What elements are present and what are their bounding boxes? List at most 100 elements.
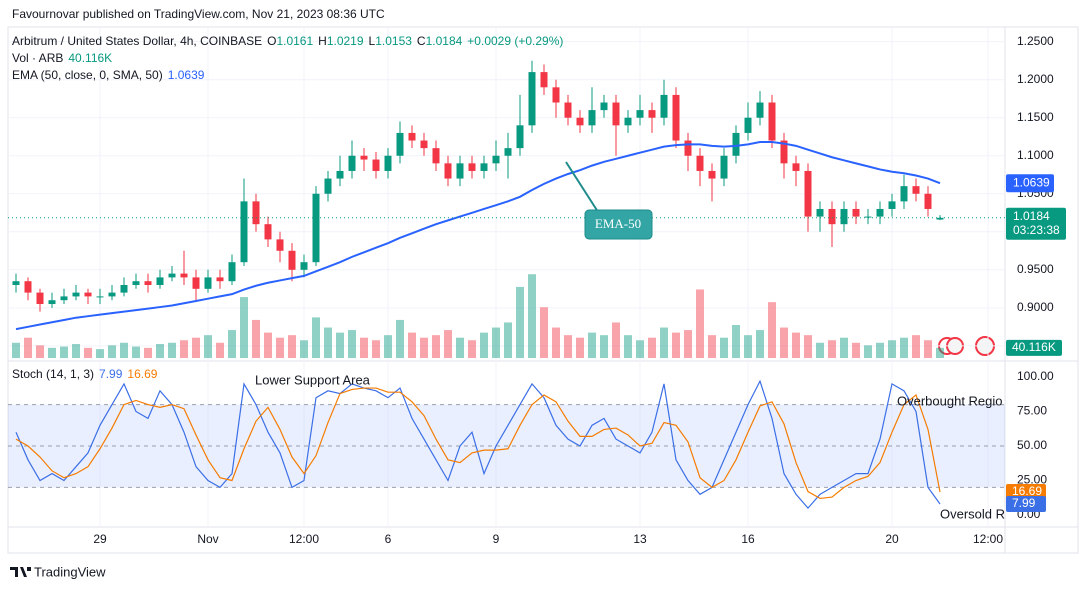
candle-body (384, 155, 392, 171)
ohlc-label: C (416, 34, 426, 48)
candle-body (540, 72, 548, 88)
volume-bar (492, 327, 500, 358)
volume-bar (468, 340, 476, 358)
stoch-line (15, 379, 941, 510)
volume-bar (876, 342, 884, 358)
ohlc-value: 1.0184 (425, 34, 463, 48)
candle-body (516, 125, 524, 149)
candle-body (372, 159, 380, 171)
y-tick-label: 0.9500 (1017, 262, 1054, 276)
volume-bar (924, 340, 932, 358)
symbol-title: Arbitrum / United States Dollar, 4h, COI… (12, 34, 263, 48)
volume-tag (1006, 339, 1062, 356)
volume-bar (276, 337, 284, 358)
volume-bar (480, 332, 488, 358)
price-tag (1006, 207, 1066, 240)
candle-body (348, 155, 356, 171)
candle-body (432, 148, 440, 164)
annotation: Overbought Regio (897, 393, 1003, 408)
candle-body (120, 285, 128, 293)
volume-bar (168, 342, 176, 358)
volume-bar (840, 337, 848, 358)
volume-bar (504, 322, 512, 358)
volume-bar (804, 335, 812, 358)
candle-body (180, 273, 188, 278)
ema-tag-label: 1.0639 (1013, 175, 1050, 189)
candle-body (840, 208, 848, 225)
candle-body (312, 193, 320, 263)
volume-bar (288, 335, 296, 358)
x-tick-label: 16 (741, 532, 755, 546)
candle-body (552, 87, 560, 103)
price-tag-label: 1.0184 (1013, 209, 1050, 223)
volume-bar (936, 347, 944, 358)
ohlc-value: 1.0219 (326, 34, 364, 48)
volume-bar (660, 327, 668, 358)
candle-body (660, 94, 668, 118)
volume-bar (300, 340, 308, 358)
volume-bar (72, 344, 80, 358)
volume-bar (48, 347, 56, 358)
volume-bar (648, 337, 656, 358)
volume-bar (672, 332, 680, 358)
stoch-tag-label: 7.99 (1012, 496, 1036, 510)
x-tick-label: 6 (385, 532, 392, 546)
candle-body (264, 224, 272, 240)
stoch-tag (1006, 495, 1046, 512)
volume-bar (828, 340, 836, 358)
candle-body (276, 239, 284, 251)
candle-body (156, 277, 164, 286)
candle-body (336, 170, 344, 179)
footer-logo: TradingView (10, 564, 106, 579)
candle-body (72, 292, 80, 297)
volume-bar (744, 335, 752, 358)
candle-body (708, 170, 716, 179)
candle-body (444, 163, 452, 179)
candle-body (36, 292, 44, 305)
legend-stoch: Stoch (14, 1, 3) 7.99 16.69 (12, 366, 162, 383)
candle-body (624, 117, 632, 126)
footer-brand: TradingView (34, 564, 106, 579)
candle-body (744, 117, 752, 133)
volume-bar (708, 335, 716, 358)
volume-tag-label: 40.116K (1012, 340, 1056, 354)
x-tick-label: 12:00 (289, 532, 319, 546)
x-tick-label: 20 (885, 532, 899, 546)
volume-bar (888, 340, 896, 358)
callout-text: EMA-50 (595, 216, 641, 231)
volume-bar (852, 342, 860, 358)
volume-bar (120, 342, 128, 358)
candle-body (84, 292, 92, 297)
candle-body (240, 201, 248, 263)
candle-body (816, 208, 824, 217)
ohlc-label: O (267, 34, 277, 48)
volume-bar (156, 344, 164, 358)
candle-body (216, 277, 224, 282)
volume-bar (732, 325, 740, 358)
candle-body (588, 110, 596, 126)
candle-body (636, 110, 644, 118)
candle-body (912, 186, 920, 194)
x-tick-label: 29 (93, 532, 107, 546)
volume-bar (312, 317, 320, 358)
volume-bar (264, 332, 272, 358)
volume-bar (768, 302, 776, 358)
volume-bar (720, 337, 728, 358)
callout-box (584, 209, 653, 240)
callout-pointer (565, 161, 601, 216)
volume-bar (540, 307, 548, 358)
volume-bar (792, 332, 800, 358)
candle-body (780, 140, 788, 164)
volume-bar (420, 337, 428, 358)
volume-bar (228, 330, 236, 358)
candle-body (192, 277, 200, 289)
stoch-tag-label: 16.69 (1012, 484, 1042, 498)
volume-bar (444, 330, 452, 358)
candle-body (168, 273, 176, 278)
annotation: Lower Support Area (255, 372, 371, 387)
x-tick-label: 13 (633, 532, 647, 546)
volume-bar (240, 297, 248, 358)
x-tick-label: 9 (493, 532, 500, 546)
ohlc-value: 1.0153 (375, 34, 412, 48)
